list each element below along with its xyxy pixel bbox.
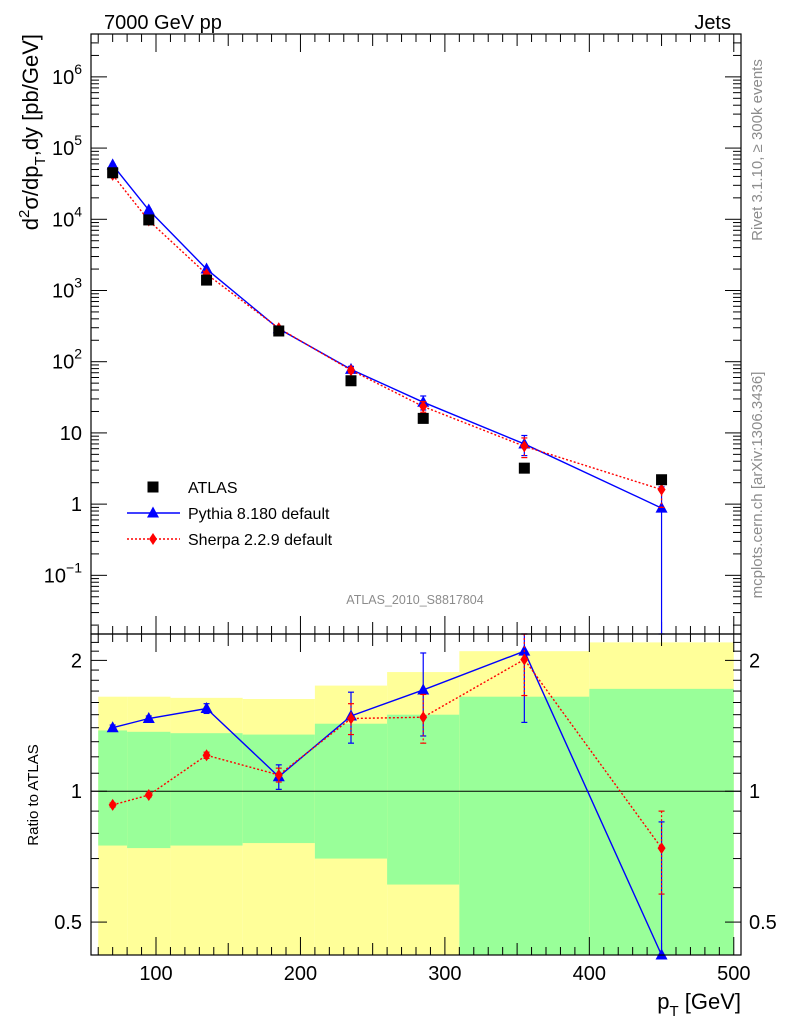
sherpa-ratio-point	[108, 798, 117, 811]
legend-marker-1	[147, 506, 159, 518]
energy-label: 7000 GeV pp	[104, 12, 222, 34]
atlas-main-point	[143, 214, 155, 226]
axis-labels: 10−1 1 10 102 103 104 105 106 0.5 0.5 1 1 2 2 100 200 30…	[16, 34, 777, 1020]
main-ytick-label: 106	[52, 61, 82, 89]
xtick-label: 200	[284, 963, 317, 985]
sherpa-main-point	[520, 440, 529, 453]
main-ytick-label: 104	[52, 203, 82, 231]
ratio-panel-frame	[90, 633, 742, 956]
main-ytick-label: 102	[52, 346, 82, 374]
atlas-main-point	[656, 474, 668, 486]
atlas-main-point	[518, 462, 530, 474]
ratio-y-axis-title: Ratio to ATLAS	[25, 744, 42, 845]
pythia-ratio-point	[200, 702, 213, 714]
pythia-main-point	[106, 158, 119, 170]
x-axis-title: pT [GeV]	[657, 989, 741, 1020]
ratio-ytick-label: 2	[71, 650, 82, 672]
panel-frames	[90, 33, 742, 956]
pythia-ratio-point	[106, 721, 119, 733]
xtick-label: 100	[139, 963, 172, 985]
main-y-axis-title: d2σ/dpT,dy [pb/GeV]	[16, 34, 49, 230]
pythia-main-line	[112, 164, 662, 509]
process-label: Jets	[694, 12, 731, 34]
sherpa-ratio-point	[657, 842, 666, 855]
pythia-ratio-point	[655, 948, 668, 960]
band-green-6	[459, 696, 590, 955]
sherpa-main-point	[657, 483, 666, 496]
ratio-ytick-label-right: 2	[749, 650, 760, 672]
legend-label-2: Sherpa 2.2.9 default	[188, 532, 333, 549]
ratio-series	[106, 633, 668, 960]
ratio-ytick-label-right: 1	[749, 781, 760, 803]
sherpa-ratio-point	[274, 768, 283, 781]
sherpa-ratio-point	[144, 789, 153, 802]
ratio-ytick-label: 1	[71, 781, 82, 803]
ratio-uncertainty-bands	[98, 642, 734, 955]
mcplots-label: mcplots.cern.ch [arXiv:1306.3436]	[749, 372, 766, 599]
sherpa-ratio-line	[112, 658, 663, 849]
band-green-0	[98, 730, 128, 846]
sherpa-main-point	[347, 364, 355, 377]
main-ytick-label: 105	[52, 132, 82, 160]
ratio-ytick-label: 0.5	[54, 912, 82, 934]
sherpa-main-line	[112, 174, 662, 491]
pythia-ratio-point	[142, 712, 155, 724]
legend-marker-0	[147, 481, 159, 493]
sherpa-ratio-point	[347, 712, 355, 725]
main-ytick-label: 10−1	[44, 559, 82, 587]
analysis-id: ATLAS_2010_S8817804	[346, 593, 483, 607]
atlas-main-point	[273, 325, 285, 337]
ratio-ytick-label-right: 0.5	[749, 912, 777, 934]
sherpa-ratio-point	[419, 711, 428, 724]
legend: ATLAS Pythia 8.180 default Sherpa 2.2.9 de…	[127, 480, 333, 549]
sherpa-ratio-point	[202, 749, 211, 762]
pythia-ratio-point	[417, 683, 430, 695]
xtick-label: 300	[428, 963, 461, 985]
legend-label-0: ATLAS	[188, 480, 238, 497]
legend-label-1: Pythia 8.180 default	[188, 506, 330, 523]
legend-marker-2	[149, 533, 157, 545]
pythia-main-point	[142, 203, 155, 215]
sherpa-main-point	[419, 400, 428, 413]
axis-ticks	[91, 33, 741, 955]
main-ytick-label: 103	[52, 274, 82, 302]
atlas-main-point	[107, 167, 119, 179]
atlas-main-point	[345, 375, 357, 387]
atlas-main-point	[417, 412, 429, 424]
main-ytick-label: 1	[71, 494, 82, 516]
sherpa-ratio-point	[520, 653, 529, 666]
xtick-label: 400	[573, 963, 606, 985]
main-series	[106, 158, 668, 635]
atlas-main-point	[201, 274, 213, 286]
main-ytick-label: 10	[60, 423, 82, 445]
rivet-version-label: Rivet 3.1.10, ≥ 300k events	[749, 59, 766, 241]
xtick-label: 500	[717, 963, 750, 985]
